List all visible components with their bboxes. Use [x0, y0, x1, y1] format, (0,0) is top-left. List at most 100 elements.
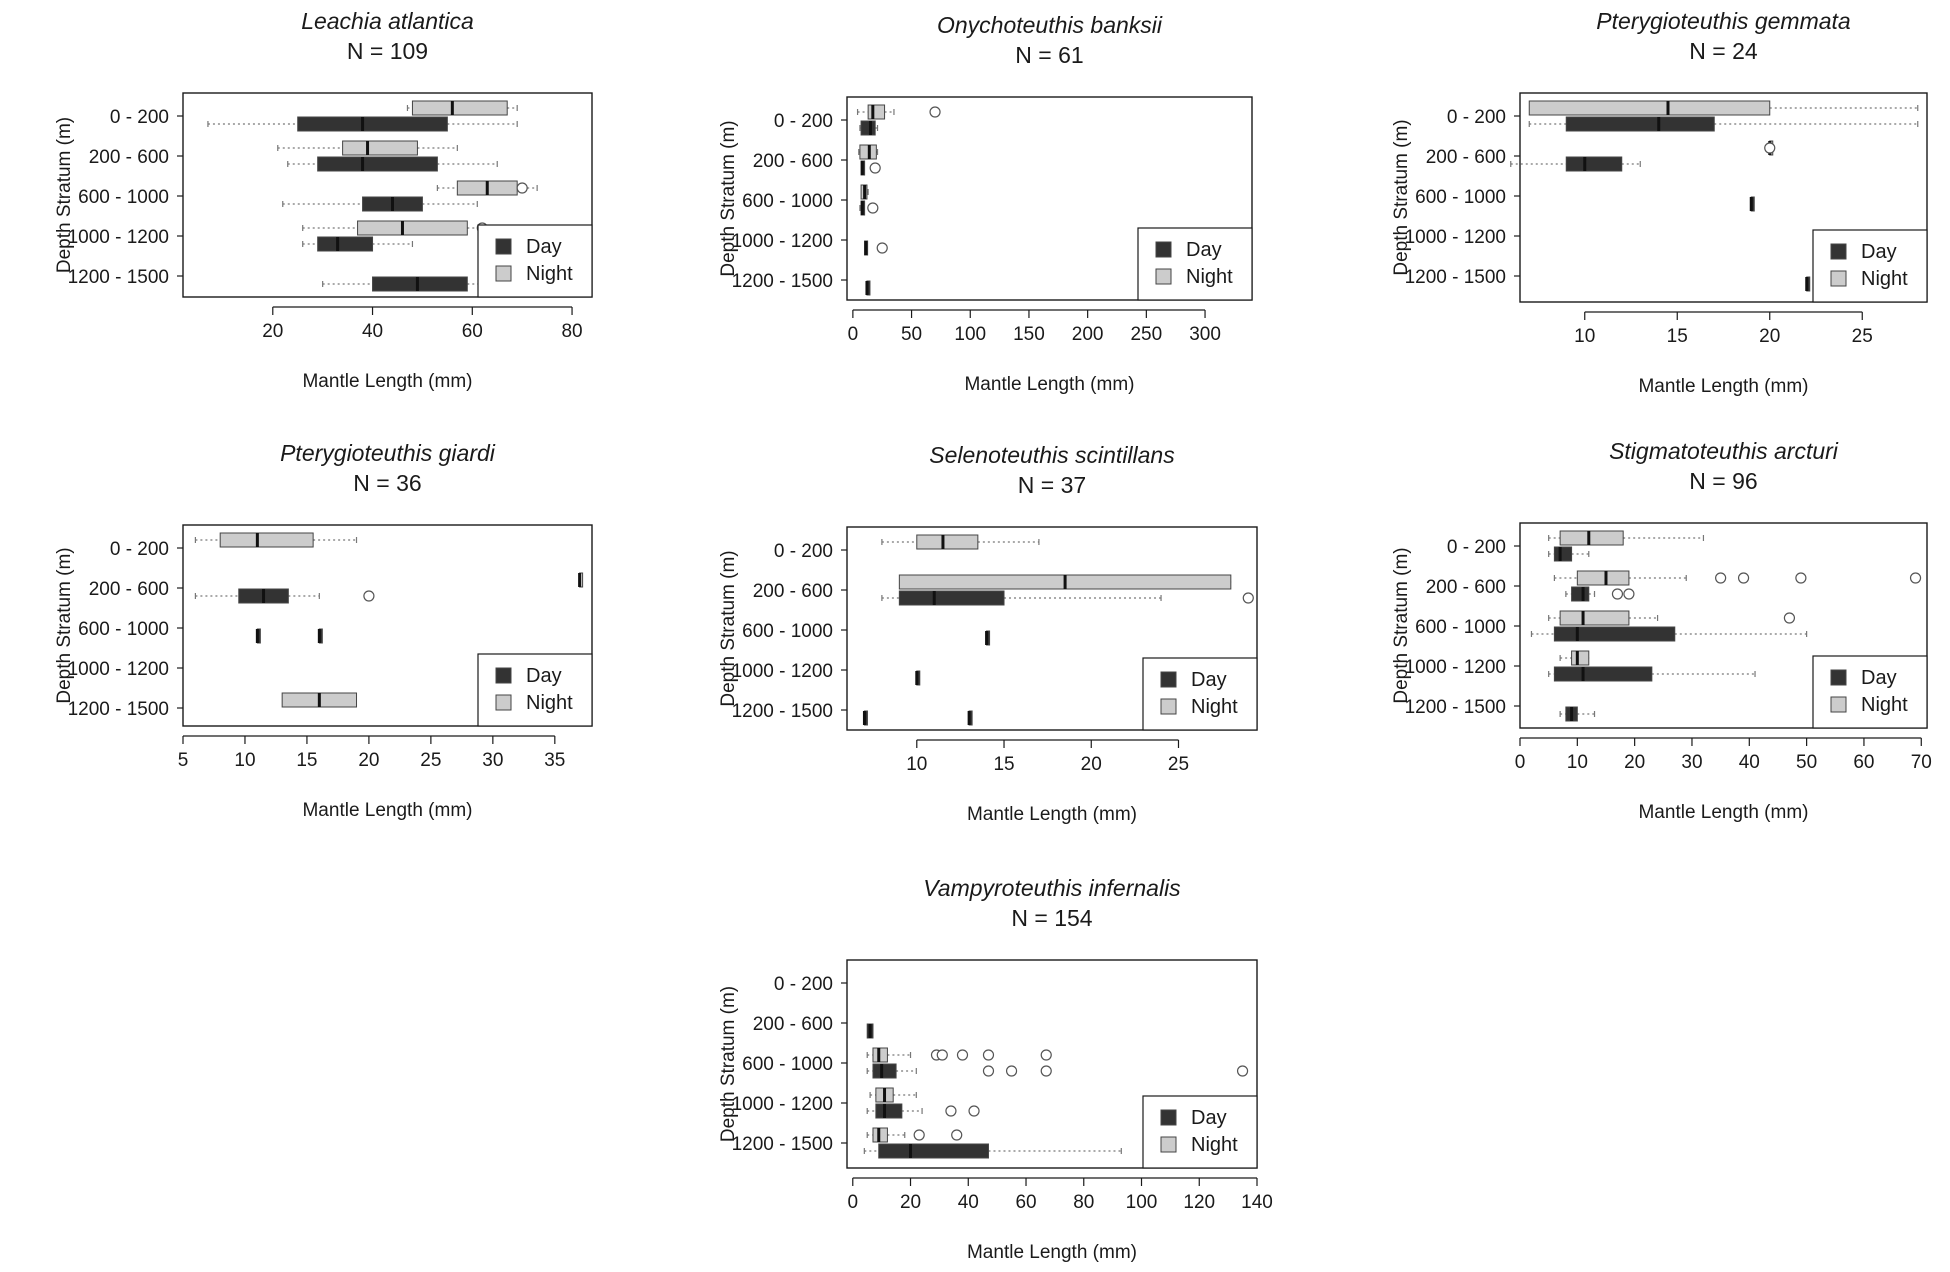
x-tick-label: 15 — [1667, 326, 1688, 347]
y-tick-label: 0 - 200 — [1447, 107, 1506, 128]
box-night — [869, 1087, 917, 1103]
box-night — [277, 140, 458, 156]
box-night — [578, 572, 584, 588]
x-tick-label: 20 — [1624, 752, 1645, 773]
x-axis-label: Mantle Length (mm) — [1638, 376, 1808, 397]
y-tick-label: 1200 - 1500 — [732, 1134, 833, 1155]
outlier-point — [982, 1065, 995, 1077]
x-tick-label: 100 — [1126, 1192, 1158, 1213]
x-tick-label: 150 — [1013, 324, 1045, 345]
box-night-iqr — [1559, 530, 1624, 546]
x-axis-label: Mantle Length (mm) — [967, 1242, 1137, 1263]
legend-label-night: Night — [526, 263, 573, 285]
y-tick-label: 200 - 600 — [89, 147, 169, 168]
box-day — [322, 276, 483, 292]
y-tick-label: 0 - 200 — [774, 111, 833, 132]
box-day — [866, 1063, 1249, 1079]
y-axis-label: Depth Stratum (m) — [718, 986, 739, 1142]
x-tick-label: 200 — [1072, 324, 1104, 345]
legend-frame — [477, 224, 593, 298]
x-tick-label: 300 — [1189, 324, 1221, 345]
outlier-point — [1909, 572, 1922, 584]
x-tick-label: 10 — [234, 750, 255, 771]
sample-size-label: N = 154 — [1011, 905, 1092, 931]
box-day — [1805, 276, 1811, 292]
sample-size-label: N = 24 — [1689, 38, 1758, 64]
legend-swatch-night — [1155, 268, 1172, 285]
chart-panel: Pterygioteuthis giardi N = 36 0 - 200 200 -… — [54, 440, 593, 821]
box-night — [1528, 100, 1919, 116]
legend-label-night: Night — [1191, 696, 1238, 718]
x-tick-label: 70 — [1911, 752, 1932, 773]
box-day-iqr — [317, 156, 438, 172]
box-day — [866, 1103, 980, 1119]
x-tick-label: 40 — [362, 321, 383, 342]
y-tick-label: 0 - 200 — [774, 974, 833, 995]
y-tick-label: 200 - 600 — [1426, 577, 1506, 598]
box-day — [194, 588, 375, 604]
y-axis-label: Depth Stratum (m) — [1391, 119, 1412, 275]
box-night — [866, 1047, 1052, 1063]
sample-size-label: N = 36 — [353, 470, 421, 496]
legend-label-day: Day — [526, 665, 562, 687]
plot-frame — [846, 959, 1258, 1169]
y-tick-label: 1200 - 1500 — [68, 699, 169, 720]
x-tick-label: 25 — [420, 750, 441, 771]
legend-label-day: Day — [1191, 1107, 1227, 1129]
box-day-iqr — [297, 116, 448, 132]
box-night-iqr — [342, 140, 418, 156]
x-tick-label: 20 — [1759, 326, 1780, 347]
y-axis-label: Depth Stratum (m) — [718, 120, 739, 276]
chart-title: Pterygioteuthis gemmata — [1596, 8, 1850, 34]
box-night — [898, 574, 1232, 590]
box-day — [1559, 706, 1596, 722]
legend: Day Night — [1142, 657, 1258, 731]
plot-frame — [846, 526, 1258, 731]
y-tick-label: 1000 - 1200 — [732, 661, 833, 682]
legend: Day Night — [477, 653, 593, 727]
x-tick-label: 30 — [482, 750, 503, 771]
y-tick-label: 200 - 600 — [1426, 147, 1506, 168]
box-night-iqr — [1528, 100, 1771, 116]
legend-swatch-night — [1830, 696, 1847, 713]
chart-panel: Leachia atlantica N = 109 0 - 200 200 - 600… — [54, 8, 593, 392]
y-tick-label: 600 - 1000 — [1415, 617, 1506, 638]
chart-title: Vampyroteuthis infernalis — [923, 875, 1181, 901]
y-tick-label: 1000 - 1200 — [732, 1094, 833, 1115]
box-day — [282, 196, 478, 212]
legend-swatch-day — [1160, 1109, 1177, 1126]
x-tick-label: 80 — [561, 321, 582, 342]
sample-size-label: N = 37 — [1018, 472, 1086, 498]
plot-frame — [1519, 92, 1928, 303]
outlier-point — [1783, 612, 1796, 624]
legend-swatch-day — [1830, 243, 1847, 260]
legend-frame — [1812, 655, 1928, 729]
box-day — [287, 156, 498, 172]
legend-label-day: Day — [1861, 667, 1897, 689]
x-tick-label: 20 — [358, 750, 379, 771]
box-day — [881, 590, 1254, 606]
x-tick-label: 15 — [296, 750, 317, 771]
legend-swatch-night — [495, 265, 512, 282]
y-axis-label: Depth Stratum (m) — [54, 547, 75, 703]
outlier-point — [869, 162, 881, 174]
outlier-point — [945, 1105, 957, 1117]
x-tick-label: 10 — [1574, 326, 1595, 347]
legend-swatch-day — [1155, 241, 1172, 258]
legend-swatch-day — [495, 667, 512, 684]
x-tick-label: 60 — [1015, 1192, 1036, 1213]
legend-label-night: Night — [1191, 1134, 1238, 1156]
chart-title: Stigmatoteuthis arcturi — [1609, 438, 1839, 464]
x-tick-label: 100 — [954, 324, 986, 345]
box-night — [302, 220, 488, 236]
y-axis-label: Depth Stratum (m) — [718, 550, 739, 706]
y-tick-label: 200 - 600 — [89, 579, 169, 600]
box-night-iqr — [1576, 570, 1630, 586]
outlier-point — [1040, 1049, 1052, 1061]
box-day — [1548, 546, 1590, 562]
box-day-iqr — [878, 1143, 989, 1159]
box-night-iqr — [916, 534, 979, 550]
x-tick-label: 20 — [900, 1192, 921, 1213]
x-tick-label: 10 — [906, 754, 927, 775]
